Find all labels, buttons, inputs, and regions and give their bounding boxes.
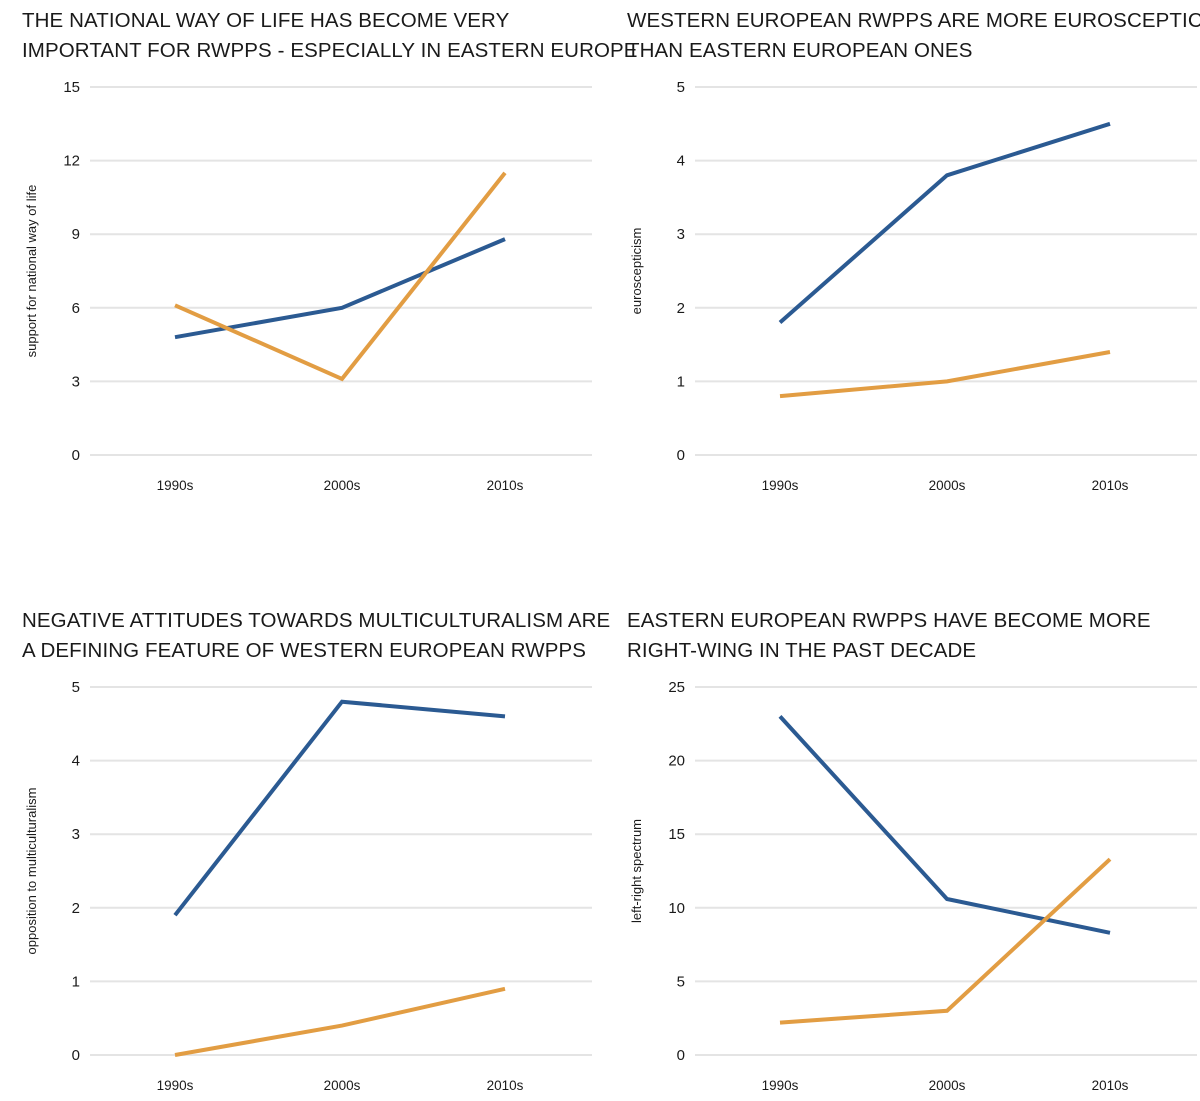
series-line-orange [779,857,1112,1025]
y-tick-label: 12 [63,153,80,170]
line-chart-svg: 0 1 2 3 4 5 1990s 2000s 2010s euroscepticism [629,79,1197,493]
x-tick-label: 1990s [157,1078,194,1093]
series-line-orange [174,986,506,1057]
y-tick-label: 3 [677,226,685,243]
chart-title-line: EASTERN EUROPEAN RWPPS HAVE BECOME MORE [627,609,1151,632]
y-tick-label: 0 [72,447,80,464]
x-tick-label: 2010s [1092,478,1129,493]
x-tick-label: 2000s [929,1078,966,1093]
x-tick-label: 2010s [487,1078,524,1093]
chart-title: THE NATIONAL WAY OF LIFE HAS BECOME VERY… [22,6,638,66]
y-tick-label: 10 [668,900,685,917]
y-axis-label: left-right spectrum [629,819,644,923]
chart-title-line: THE NATIONAL WAY OF LIFE HAS BECOME VERY [22,9,510,32]
y-tick-label: 2 [677,300,685,317]
y-tick-label: 4 [72,753,80,770]
series-line-blue [778,121,1111,325]
line-chart-svg: 0 1 2 3 4 5 1990s 2000s 2010s opposition to multi… [24,679,592,1093]
chart-title-line: NEGATIVE ATTITUDES TOWARDS MULTICULTURAL… [22,609,611,632]
x-tick-label: 1990s [157,478,194,493]
chart-title: EASTERN EUROPEAN RWPPS HAVE BECOME MORE … [627,606,1200,666]
chart-title-line: RIGHT-WING IN THE PAST DECADE [627,639,977,662]
y-tick-label: 3 [72,373,80,390]
y-tick-label: 5 [677,973,685,990]
y-tick-label: 4 [677,153,685,170]
y-axis-label: opposition to multiculturalism [24,788,39,955]
x-tick-label: 1990s [762,1078,799,1093]
y-axis-label: support for national way of life [24,185,39,358]
series-line-blue [173,699,506,917]
y-tick-label: 5 [72,679,80,696]
x-tick-label: 2010s [487,478,524,493]
chart-title-line: THAN EASTERN EUROPEAN ONES [627,39,973,62]
y-tick-label: 1 [72,973,80,990]
y-tick-label: 15 [668,826,685,843]
y-tick-label: 6 [72,300,80,317]
y-axis-label: euroscepticism [629,228,644,315]
series-line-orange [174,171,507,382]
y-tick-label: 3 [72,826,80,843]
y-tick-label: 20 [668,753,685,770]
line-chart-svg: 0 5 10 15 20 25 1990s 2000s 2010s left-right spec… [629,679,1197,1093]
y-tick-label: 0 [677,447,685,464]
y-tick-label: 25 [668,679,685,696]
y-tick-label: 1 [677,373,685,390]
y-tick-label: 2 [72,900,80,917]
chart-title: NEGATIVE ATTITUDES TOWARDS MULTICULTURAL… [22,606,611,666]
y-tick-label: 9 [72,226,80,243]
x-tick-label: 2000s [324,478,361,493]
y-tick-label: 0 [72,1047,80,1064]
x-tick-label: 1990s [762,478,799,493]
line-chart-svg: 0 3 6 9 12 15 1990s 2000s 2010s support for natio… [24,79,592,493]
y-tick-label: 5 [677,79,685,96]
series-line-orange [779,350,1111,399]
series-line-blue [778,715,1111,935]
x-tick-label: 2000s [324,1078,361,1093]
chart-title-line: A DEFINING FEATURE OF WESTERN EUROPEAN R… [22,639,587,662]
series-line-blue [174,237,506,340]
y-tick-label: 15 [63,79,80,96]
chart-title-line: WESTERN EUROPEAN RWPPS ARE MORE EUROSCEP… [627,9,1200,32]
chart-title-line: IMPORTANT FOR RWPPS - ESPECIALLY IN EAST… [22,39,638,62]
chart-title: WESTERN EUROPEAN RWPPS ARE MORE EUROSCEP… [627,6,1200,66]
x-tick-label: 2010s [1092,1078,1129,1093]
y-tick-label: 0 [677,1047,685,1064]
x-tick-label: 2000s [929,478,966,493]
